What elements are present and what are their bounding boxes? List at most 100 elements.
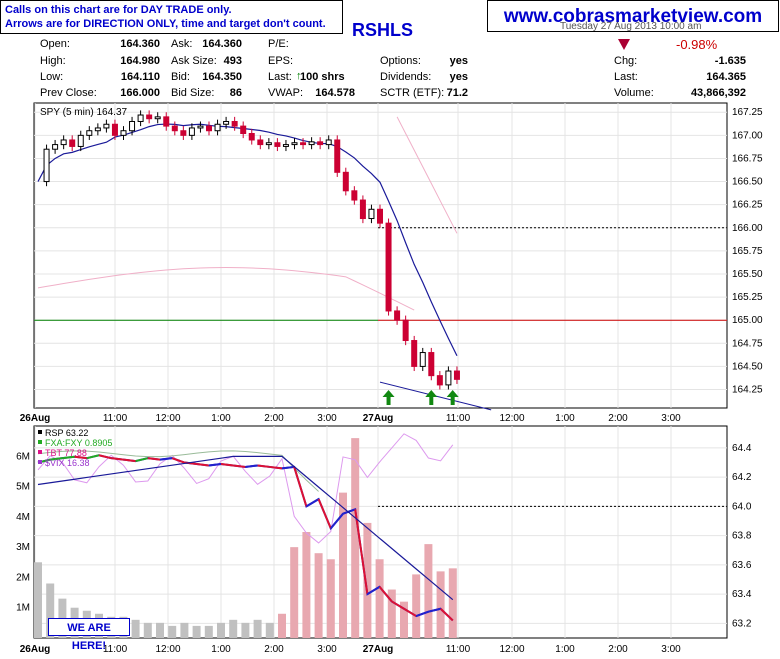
volume-label: Volume: — [614, 87, 654, 99]
candle — [52, 139, 59, 154]
candle-body — [359, 199, 366, 220]
rsp-segment — [98, 454, 112, 460]
pe-label: P/E: — [268, 38, 289, 50]
candle — [342, 167, 349, 196]
open-value: 164.360 — [120, 38, 160, 50]
rsp-segment — [378, 586, 393, 603]
legend-swatch — [38, 460, 42, 464]
up-arrow-icon: ↑ — [296, 70, 302, 82]
candle-body — [214, 123, 221, 132]
rsp-segment — [257, 464, 270, 468]
candle-body — [282, 144, 289, 147]
rsp-segment — [317, 498, 332, 529]
rsp-segment — [111, 457, 124, 461]
candle — [368, 204, 375, 224]
candle — [317, 137, 324, 150]
rsp-segment — [415, 610, 429, 618]
x-tick-label: 11:00 — [446, 644, 471, 655]
candle-body — [43, 148, 50, 183]
volume-bar — [241, 622, 250, 638]
candle-body — [325, 139, 332, 146]
candle — [188, 123, 195, 140]
volume-bar — [180, 622, 189, 638]
rsp-segment — [171, 457, 185, 464]
prev-close-label: Prev Close: — [40, 87, 97, 99]
we-are-here-banner: WE ARE HERE! — [48, 618, 130, 652]
candle — [445, 366, 452, 390]
x-tick-label: 27Aug — [363, 413, 394, 424]
candle-body — [274, 142, 281, 147]
y-tick-label-left: 3M — [16, 542, 30, 553]
ask-size-value: 493 — [223, 55, 242, 67]
volume-bar — [400, 601, 408, 638]
down-triangle-icon — [618, 39, 630, 50]
rsp-segment — [305, 498, 320, 508]
volume-bar — [217, 622, 225, 638]
eps-label: EPS: — [268, 55, 294, 67]
x-tick-label: 3:00 — [661, 413, 681, 424]
website-link[interactable]: www.cobrasmarketview.com — [487, 0, 779, 32]
high-value: 164.980 — [120, 55, 160, 67]
sctr-value: 71.2 — [446, 87, 468, 99]
candle-body — [154, 116, 161, 120]
candle-body — [94, 127, 101, 132]
low-value: 164.110 — [120, 71, 160, 83]
rsp-segment — [293, 466, 308, 507]
y-tick-label-right: 63.2 — [732, 618, 752, 629]
candle-body — [385, 222, 392, 312]
volume-bar — [302, 532, 311, 638]
volume-bar — [339, 492, 347, 638]
rsp-segment — [245, 464, 258, 468]
bid-size-label: Bid Size: — [171, 87, 215, 99]
rsp-segment — [220, 463, 234, 467]
volume-bar — [363, 522, 372, 638]
candle-body — [180, 130, 187, 136]
candle — [231, 116, 238, 131]
candle-body — [291, 142, 298, 146]
vwap-label: VWAP: — [268, 87, 304, 99]
disclaimer-line-1: Calls on this chart are for DAY TRADE on… — [5, 4, 232, 16]
rsp-segment — [74, 455, 87, 460]
y-tick-label-right: 64.0 — [732, 501, 752, 512]
rsp-segment — [196, 463, 209, 467]
candle-body — [334, 139, 341, 173]
volume-bar — [326, 559, 335, 638]
y-tick-label-right: 63.6 — [732, 560, 752, 571]
bid-size-value: 86 — [229, 87, 242, 99]
candle — [419, 347, 426, 372]
candle-body — [240, 125, 247, 135]
bid-label: Bid: — [171, 71, 190, 83]
candle — [214, 119, 221, 136]
y-tick-label: 167.00 — [732, 130, 763, 141]
legend-entry: TBT 77.88 — [45, 448, 87, 458]
candle-body — [351, 190, 358, 201]
candle-body — [103, 123, 110, 129]
volume-bar — [131, 619, 140, 638]
change-value: -1.635 — [714, 55, 746, 67]
candle — [94, 123, 101, 136]
x-tick-label: 11:00 — [446, 413, 471, 424]
candle — [206, 121, 212, 136]
candle-body — [188, 127, 195, 136]
legend-swatch — [38, 440, 42, 444]
x-tick-label: 3:00 — [661, 644, 681, 655]
candle — [103, 119, 110, 133]
rsp-segment — [233, 464, 246, 468]
last-price-label: Last: — [614, 71, 638, 83]
candle — [291, 138, 298, 150]
volume-bar — [448, 568, 457, 638]
disclaimer-note: Calls on this chart are for DAY TRADE on… — [0, 0, 343, 34]
volume-bar — [229, 619, 238, 638]
volume-bar — [436, 571, 445, 638]
last-label: Last: — [268, 71, 292, 83]
volume-value: 43,866,392 — [690, 87, 746, 99]
candle-body — [60, 139, 67, 146]
rsp-segment — [403, 607, 417, 617]
rsp-segment — [135, 457, 149, 463]
x-tick-label: 2:00 — [608, 644, 628, 655]
candle — [282, 139, 289, 152]
candle — [411, 335, 418, 372]
volume-bar — [412, 574, 421, 638]
ratio-moving-average-line — [37, 455, 454, 601]
candle — [240, 121, 247, 139]
